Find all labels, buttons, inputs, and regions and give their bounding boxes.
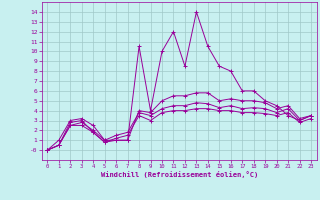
X-axis label: Windchill (Refroidissement éolien,°C): Windchill (Refroidissement éolien,°C)	[100, 171, 258, 178]
